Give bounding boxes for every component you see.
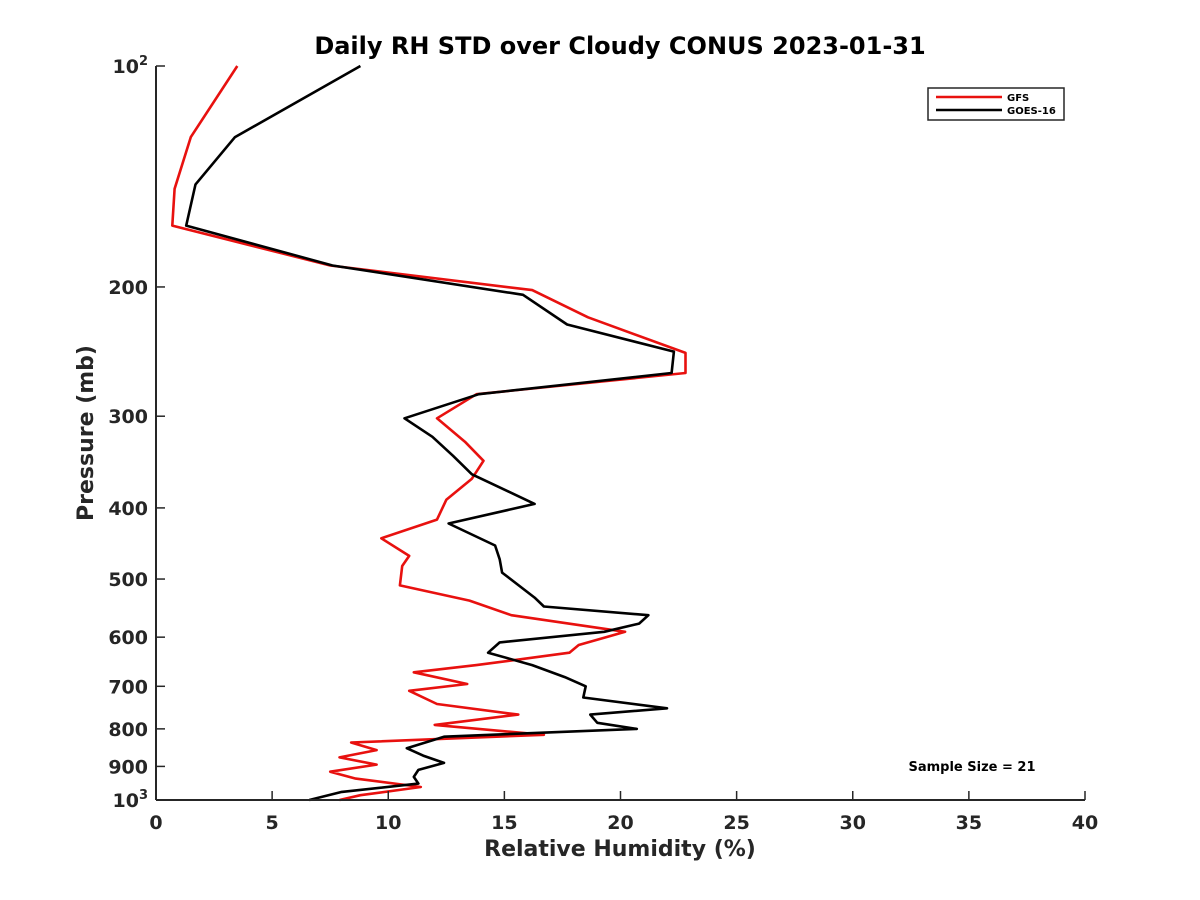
y-axis-label: Pressure (mb) — [74, 345, 99, 521]
x-tick-label: 20 — [607, 812, 633, 834]
axes-layer — [155, 66, 1085, 801]
y-tick-label: 500 — [108, 569, 148, 591]
chart-title: Daily RH STD over Cloudy CONUS 2023-01-3… — [314, 32, 925, 60]
x-tick-label: 5 — [266, 812, 279, 834]
legend-label-goes16: GOES-16 — [1007, 106, 1056, 117]
series-line-gfs — [171, 65, 687, 802]
y-tick-label: 102 — [113, 54, 149, 78]
y-tick-label: 300 — [108, 406, 148, 428]
x-axis-ticks: 0 5 10 15 20 25 30 35 40 — [149, 791, 1098, 834]
y-tick-label: 700 — [108, 676, 148, 698]
y-tick-label: 200 — [108, 277, 148, 299]
x-axis-label: Relative Humidity (%) — [484, 837, 756, 862]
x-tick-label: 25 — [723, 812, 749, 834]
x-tick-label: 30 — [840, 812, 866, 834]
y-tick-label: 800 — [108, 719, 148, 741]
y-tick-label: 103 — [113, 788, 149, 812]
x-tick-label: 35 — [956, 812, 982, 834]
series-layer — [171, 64, 687, 802]
legend-label-gfs: GFS — [1007, 93, 1029, 104]
x-tick-label: 15 — [491, 812, 517, 834]
x-tick-label: 40 — [1072, 812, 1098, 834]
legend: GFS GOES-16 — [927, 87, 1065, 121]
y-tick-label: 900 — [108, 756, 148, 778]
y-axis-ticks: 102 200 300 400 500 600 700 800 900 103 — [108, 54, 165, 812]
sample-size-annotation: Sample Size = 21 — [908, 760, 1035, 775]
x-tick-label: 0 — [149, 812, 162, 834]
series-line-goes16 — [184, 64, 676, 802]
legend-box — [927, 87, 1065, 121]
y-tick-label: 600 — [108, 627, 148, 649]
y-tick-label: 400 — [108, 498, 148, 520]
x-tick-label: 10 — [375, 812, 401, 834]
